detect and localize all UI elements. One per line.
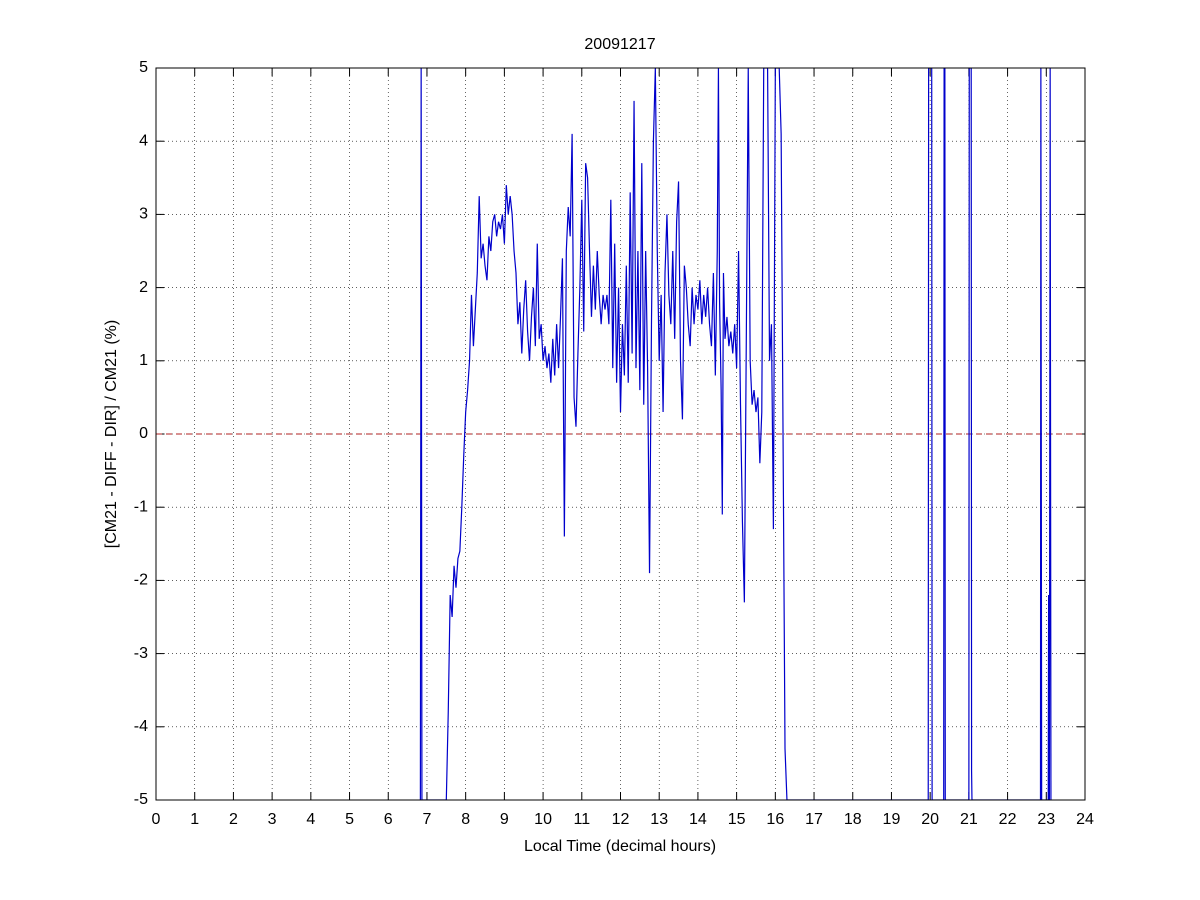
y-tick-label: 2 — [139, 279, 148, 296]
y-tick-label: -1 — [134, 498, 148, 515]
x-tick-label: 23 — [1037, 811, 1055, 828]
x-tick-label: 13 — [650, 811, 668, 828]
y-tick-label: -2 — [134, 572, 148, 589]
x-tick-label: 24 — [1076, 811, 1094, 828]
x-axis-label: Local Time (decimal hours) — [524, 838, 716, 855]
y-tick-label: 4 — [139, 132, 148, 149]
x-tick-label: 15 — [728, 811, 746, 828]
y-tick-label: 3 — [139, 206, 148, 223]
y-tick-label: -4 — [134, 718, 148, 735]
x-tick-label: 12 — [612, 811, 630, 828]
y-tick-label: 0 — [139, 425, 148, 442]
x-tick-label: 11 — [573, 811, 590, 828]
x-tick-label: 6 — [384, 811, 393, 828]
x-tick-label: 18 — [844, 811, 862, 828]
y-tick-label: 5 — [139, 59, 148, 76]
plot-frame — [155, 67, 1086, 801]
x-tick-label: 2 — [229, 811, 238, 828]
x-tick-label: 4 — [306, 811, 315, 828]
y-axis-label: [CM21 - DIFF - DIR] / CM21 (%) — [103, 320, 120, 548]
x-tick-label: 1 — [190, 811, 199, 828]
x-tick-label: 5 — [345, 811, 354, 828]
y-tick-label: -3 — [134, 645, 148, 662]
x-tick-label: 8 — [461, 811, 470, 828]
x-tick-label: 10 — [534, 811, 552, 828]
x-tick-label: 19 — [883, 811, 901, 828]
x-tick-label: 9 — [500, 811, 509, 828]
x-tick-label: 20 — [921, 811, 939, 828]
x-tick-label: 22 — [999, 811, 1017, 828]
x-tick-label: 17 — [805, 811, 823, 828]
y-tick-label: -5 — [134, 791, 148, 808]
x-tick-label: 7 — [423, 811, 432, 828]
data-line — [419, 68, 1052, 800]
chart-title: 20091217 — [584, 36, 655, 53]
x-tick-label: 0 — [152, 811, 161, 828]
x-tick-label: 3 — [268, 811, 277, 828]
x-tick-label: 16 — [766, 811, 784, 828]
x-tick-label: 14 — [689, 811, 707, 828]
x-tick-label: 21 — [960, 811, 978, 828]
y-tick-label: 1 — [139, 352, 148, 369]
